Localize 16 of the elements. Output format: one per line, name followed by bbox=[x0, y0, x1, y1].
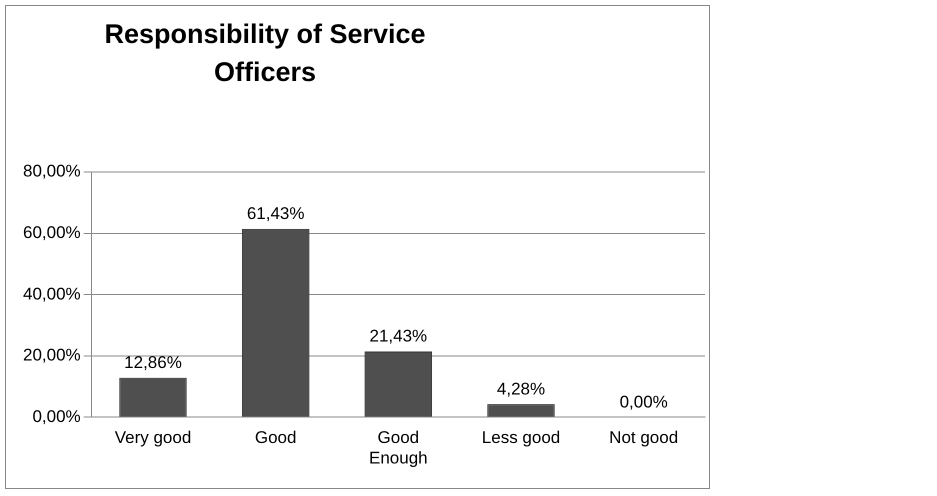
x-tick-label: Good Enough bbox=[369, 428, 428, 468]
y-tick-label: 20,00% bbox=[22, 346, 81, 365]
y-tick-label: 80,00% bbox=[22, 162, 81, 181]
data-label: 61,43% bbox=[246, 204, 304, 224]
x-tick-label: Very good bbox=[114, 428, 192, 448]
x-tick-label: Good bbox=[254, 428, 296, 448]
x-tick-label: Less good bbox=[482, 428, 560, 448]
data-label: 12,86% bbox=[124, 352, 182, 372]
chart-title: Responsibility of Service Officers bbox=[104, 18, 426, 87]
data-label: 0,00% bbox=[620, 392, 668, 412]
y-tick-label: 60,00% bbox=[22, 222, 81, 242]
data-label: 4,28% bbox=[496, 379, 546, 398]
data-label: 21,43% bbox=[369, 326, 428, 346]
y-tick-label: 40,00% bbox=[22, 284, 81, 304]
y-tick-label: 0,00% bbox=[32, 406, 81, 426]
x-tick-label: Not good bbox=[609, 428, 678, 448]
